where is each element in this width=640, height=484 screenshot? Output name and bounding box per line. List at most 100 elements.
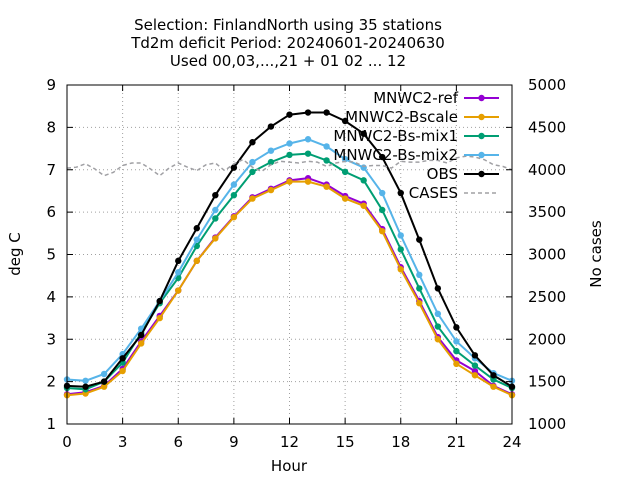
- data-point: [286, 140, 293, 147]
- data-point: [304, 150, 312, 157]
- data-point: [416, 271, 423, 279]
- data-point: [100, 378, 108, 385]
- data-point: [286, 111, 293, 118]
- data-point: [323, 143, 330, 150]
- x-tick-label: 6: [173, 433, 183, 451]
- series-cases: [66, 155, 513, 177]
- legend-label: OBS: [427, 165, 458, 183]
- data-point: [193, 257, 200, 265]
- legend-marker: [478, 151, 485, 159]
- data-point: [156, 314, 163, 322]
- y2-tick-label: 1000: [528, 415, 566, 433]
- x-tick-label: 0: [62, 433, 72, 451]
- series-obs: [63, 109, 516, 390]
- data-point: [453, 324, 460, 331]
- data-point: [175, 257, 182, 265]
- data-point: [434, 310, 442, 318]
- data-point: [137, 331, 145, 339]
- data-point: [249, 168, 256, 176]
- y-tick-label: 3: [46, 330, 56, 348]
- legend-label: CASES: [409, 184, 458, 202]
- y-tick-label: 9: [46, 76, 56, 94]
- data-point: [267, 158, 275, 166]
- y-tick-label: 5: [46, 246, 56, 264]
- y-tick-label: 7: [46, 161, 56, 179]
- y2-axis-label: No cases: [587, 220, 605, 288]
- data-point: [490, 383, 497, 390]
- title-line-2: Td2m deficit Period: 20240601-20240630: [130, 34, 445, 52]
- data-point: [416, 285, 423, 292]
- data-point: [249, 158, 256, 166]
- data-point: [453, 338, 460, 345]
- data-point: [100, 370, 108, 378]
- data-point: [175, 287, 182, 294]
- data-point: [360, 130, 367, 137]
- data-point: [397, 246, 404, 253]
- x-tick-label: 3: [118, 433, 128, 451]
- y2-tick-label: 4000: [528, 161, 566, 179]
- legend-marker: [478, 94, 485, 102]
- data-point: [267, 123, 275, 130]
- data-point: [360, 164, 367, 171]
- x-tick-label: 21: [447, 433, 466, 451]
- title-line-3: Used 00,03,...,21 + 01 02 ... 12: [170, 52, 406, 70]
- data-point: [379, 227, 386, 235]
- y2-tick-label: 3000: [528, 246, 566, 264]
- x-tick-label: 18: [391, 433, 410, 451]
- data-point: [267, 186, 275, 194]
- data-point: [212, 206, 219, 214]
- data-point: [434, 285, 442, 292]
- data-point: [379, 189, 386, 197]
- data-point: [471, 372, 479, 379]
- data-point: [379, 206, 386, 214]
- data-point: [119, 367, 126, 375]
- data-point: [323, 183, 330, 190]
- data-point: [82, 383, 89, 390]
- data-point: [341, 168, 349, 176]
- title-line-1: Selection: FinlandNorth using 35 station…: [134, 16, 442, 34]
- data-point: [397, 232, 404, 239]
- data-point: [230, 164, 238, 171]
- x-tick-label: 24: [502, 433, 521, 451]
- y2-tick-label: 5000: [528, 76, 566, 94]
- data-point: [341, 195, 349, 202]
- data-point: [416, 300, 423, 307]
- y2-tick-label: 4500: [528, 118, 566, 136]
- data-point: [323, 109, 330, 116]
- data-point: [397, 189, 404, 197]
- data-point: [267, 147, 275, 154]
- y-tick-label: 1: [46, 415, 56, 433]
- data-point: [82, 377, 89, 384]
- data-point: [193, 236, 200, 243]
- data-point: [434, 323, 442, 330]
- series-mnwc2-bscale: [63, 178, 516, 399]
- y-tick-label: 8: [46, 118, 56, 136]
- data-point: [304, 109, 312, 116]
- legend-marker: [478, 170, 485, 178]
- y2-tick-label: 1500: [528, 373, 566, 391]
- data-point: [397, 266, 404, 273]
- data-point: [137, 340, 145, 347]
- data-point: [323, 157, 330, 164]
- data-point: [230, 191, 238, 199]
- data-point: [249, 195, 256, 202]
- series-line: [66, 155, 513, 177]
- data-point: [453, 347, 460, 355]
- legend-entry: CASES: [409, 184, 499, 202]
- x-tick-label: 15: [336, 433, 355, 451]
- data-point: [471, 362, 479, 369]
- data-point: [379, 153, 386, 161]
- x-tick-label: 9: [229, 433, 239, 451]
- data-point: [193, 225, 200, 232]
- data-point: [453, 360, 460, 368]
- y2-tick-label: 2500: [528, 288, 566, 306]
- x-axis-label: Hour: [271, 457, 308, 475]
- legend-label: MNWC2-Bscale: [345, 108, 458, 126]
- data-point: [360, 177, 367, 184]
- data-point: [416, 236, 423, 243]
- legend-entry: MNWC2-Bscale: [345, 108, 499, 126]
- legend-marker: [478, 132, 485, 140]
- legend-label: MNWC2-Bs-mix1: [333, 127, 458, 145]
- data-point: [175, 269, 182, 276]
